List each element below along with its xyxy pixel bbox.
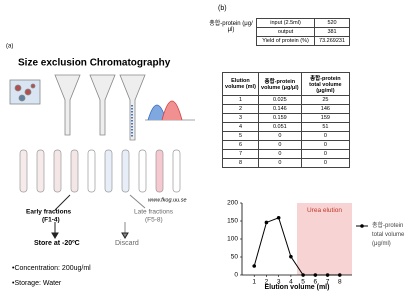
table-cell: 0 xyxy=(257,131,302,141)
table-cell: 0 xyxy=(300,158,351,168)
table-cell: input (2.5ml) xyxy=(255,18,316,28)
table-cell: 381 xyxy=(314,27,350,37)
data-point xyxy=(289,254,293,259)
early-range: (F1-4) xyxy=(42,217,60,224)
table-cell: 0.159 xyxy=(257,113,302,123)
table-cell: 4 xyxy=(222,122,259,132)
note: •Concentration: 200ug/ml xyxy=(12,265,91,272)
data-point xyxy=(313,273,318,277)
legend-marker xyxy=(360,224,364,228)
discard: Discard xyxy=(115,240,139,247)
late-range: (F5-8) xyxy=(145,217,163,224)
elution-table: Elution volume (ml) 총합-protein volume (μg… xyxy=(222,72,351,168)
data-point xyxy=(337,273,342,277)
panel-label: (a) xyxy=(6,44,13,50)
table-row: 4 0.051 51 xyxy=(222,122,351,132)
x-axis-label: Elution volume (ml) xyxy=(265,284,330,291)
table-row: 2 0.146 146 xyxy=(222,104,351,114)
table-cell: 0 xyxy=(300,140,351,150)
early-fractions: Early fractions xyxy=(26,209,72,216)
table-cell: output xyxy=(255,27,316,37)
table-header-row: Elution volume (ml) 총합-protein volume (μg… xyxy=(222,72,351,96)
annotation-text: Urea elution xyxy=(306,207,343,214)
table-cell: Yield of protein (%) xyxy=(255,36,316,46)
table-header: 총합-protein total volume (μg/ml) xyxy=(300,72,351,96)
table-cell: 146 xyxy=(300,104,351,114)
arrows xyxy=(51,194,146,239)
y-tick-label: 200 xyxy=(227,200,238,207)
y-tick-label: 0 xyxy=(234,272,238,279)
table-cell: 0.146 xyxy=(257,104,302,114)
x-tick-label: 5 xyxy=(301,279,305,286)
table-cell: 159 xyxy=(300,113,351,123)
table-cell: 0 xyxy=(257,140,302,150)
x-tick-label: 4 xyxy=(289,279,293,286)
table-cell: 0.051 xyxy=(257,122,302,132)
table-cell: 25 xyxy=(300,95,351,105)
note: •Storage: Water xyxy=(12,280,62,287)
data-point xyxy=(276,215,281,220)
table-header: Elution volume (ml) xyxy=(222,72,259,96)
table-cell: 2 xyxy=(222,104,259,114)
summary-label: 총합-protein (μg/μl) xyxy=(209,21,253,33)
panel-label: (b) xyxy=(218,5,227,12)
table-cell: 0 xyxy=(300,149,351,159)
fraction-tubes xyxy=(19,149,181,193)
annotation-region xyxy=(297,203,352,275)
panel-title: Size exclusion Chromatography xyxy=(18,58,171,69)
source-url: www.fkog.uu.se xyxy=(148,197,187,203)
x-tick-label: 8 xyxy=(338,279,342,286)
y-tick-label: 100 xyxy=(227,236,238,243)
table-cell: 8 xyxy=(222,158,259,168)
table-cell: 73.269231 xyxy=(314,36,350,46)
table-cell: 0 xyxy=(300,131,351,141)
table-header: 총합-protein volume (μg/μl) xyxy=(257,72,302,96)
y-tick-label: 50 xyxy=(231,254,239,261)
table-row: Yield of protein (%) 73.269231 xyxy=(255,36,350,46)
x-tick-label: 2 xyxy=(265,279,269,286)
table-cell: 0 xyxy=(257,158,302,168)
table-row: 1 0.025 25 xyxy=(222,95,351,105)
store: Store at -20ºC xyxy=(34,240,80,247)
series-line xyxy=(253,217,340,276)
data-point xyxy=(252,264,257,268)
x-tick-label: 3 xyxy=(277,279,281,286)
table-cell: 3 xyxy=(222,113,259,123)
table-cell: 51 xyxy=(300,122,351,132)
legend-label: 총합-protein total volume (μg/ml) xyxy=(372,223,405,247)
table-cell: 1 xyxy=(222,95,259,105)
summary-table: input (2.5ml) 520 output 381 Yield of protei… xyxy=(255,18,350,46)
table-cell: 6 xyxy=(222,140,259,150)
table-cell: 5 xyxy=(222,131,259,141)
table-row: 3 0.159 159 xyxy=(222,113,351,123)
x-tick-label: 1 xyxy=(252,279,256,286)
table-cell: 520 xyxy=(314,18,350,28)
table-row: input (2.5ml) 520 xyxy=(255,18,350,28)
data-point xyxy=(325,273,330,277)
table-cell: 7 xyxy=(222,149,259,159)
data-point xyxy=(301,273,305,277)
table-cell: 0 xyxy=(257,149,302,159)
y-tick-label: 150 xyxy=(227,218,238,225)
table-cell: 0.025 xyxy=(257,95,302,105)
data-point xyxy=(264,220,269,225)
sec-diagram xyxy=(9,74,195,141)
late-fractions: Late fractions xyxy=(134,209,174,216)
x-tick-label: 7 xyxy=(326,279,330,286)
x-tick-label: 6 xyxy=(314,279,318,286)
table-row: output 381 xyxy=(255,27,350,37)
